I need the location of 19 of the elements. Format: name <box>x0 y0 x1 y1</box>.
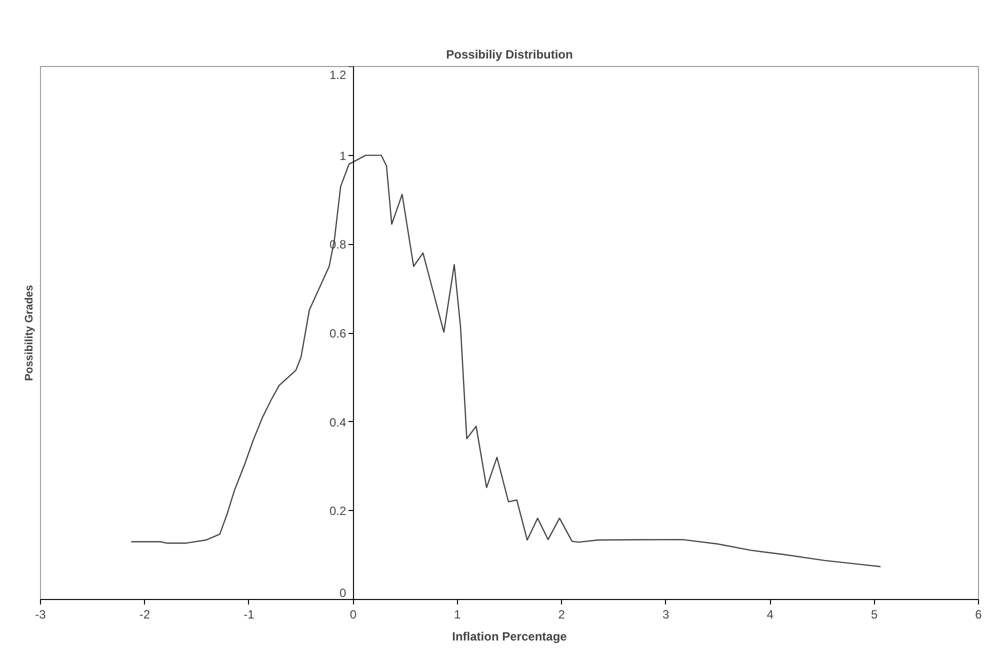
x-tick-label: 3 <box>662 608 670 622</box>
x-tick-label: 1 <box>454 608 462 622</box>
x-tick-label: 6 <box>975 608 982 622</box>
chart-title: Possibiliy Distribution <box>446 48 573 62</box>
x-tick-label: 4 <box>766 608 774 622</box>
y-tick-label: 1 <box>339 148 346 163</box>
y-tick-label: 0 <box>339 586 346 600</box>
y-tick-label: 0.4 <box>329 415 346 430</box>
y-tick-label: 0.2 <box>329 504 346 518</box>
y-tick-label: 1.2 <box>329 68 346 82</box>
x-tick-label: 2 <box>558 608 566 622</box>
y-tick-label: 0.6 <box>329 326 346 340</box>
x-tick-label: -2 <box>139 608 150 622</box>
x-axis-title: Inflation Percentage <box>452 630 568 644</box>
x-tick-label: -3 <box>35 608 46 622</box>
x-tick-label: 0 <box>350 608 357 622</box>
y-axis-title: Possibility Grades <box>24 285 36 381</box>
x-tick-label: 5 <box>870 608 878 622</box>
x-tick-label: -1 <box>244 608 255 622</box>
